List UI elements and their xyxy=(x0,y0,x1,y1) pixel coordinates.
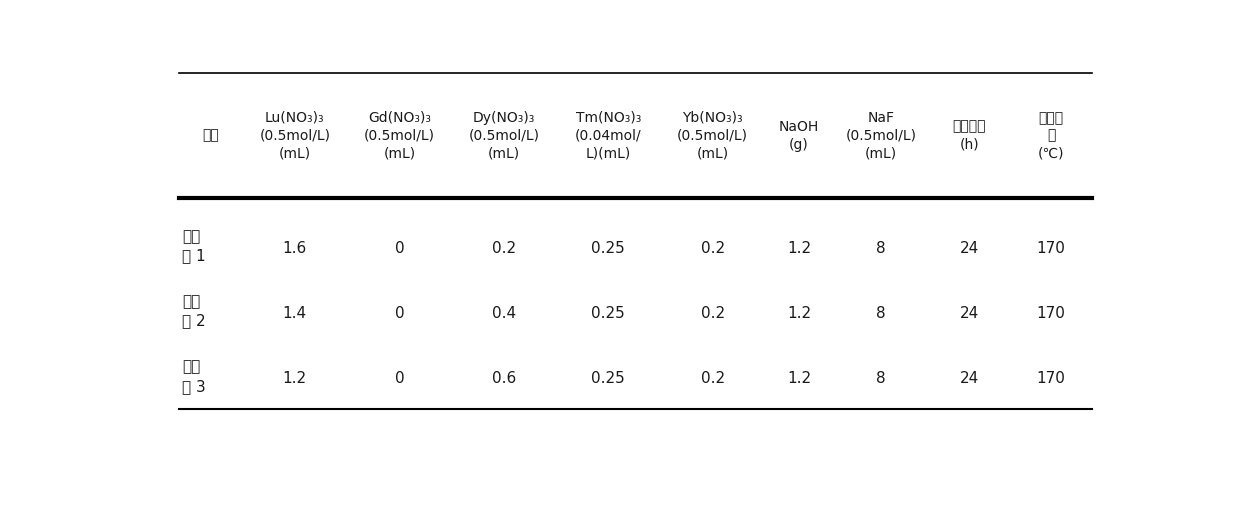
Text: 8: 8 xyxy=(875,241,885,255)
Text: Gd(NO₃)₃
(0.5mol/L)
(mL): Gd(NO₃)₃ (0.5mol/L) (mL) xyxy=(363,111,435,161)
Text: NaOH
(g): NaOH (g) xyxy=(779,120,820,151)
Text: 0.2: 0.2 xyxy=(701,371,724,386)
Text: 0.6: 0.6 xyxy=(491,371,516,386)
Text: 0.2: 0.2 xyxy=(492,241,516,255)
Text: 反应温
度
(℃): 反应温 度 (℃) xyxy=(1038,111,1064,161)
Text: 0.4: 0.4 xyxy=(492,306,516,321)
Text: 170: 170 xyxy=(1037,371,1065,386)
Text: 0.2: 0.2 xyxy=(701,241,724,255)
Text: Tm(NO₃)₃
(0.04mol/
L)(mL): Tm(NO₃)₃ (0.04mol/ L)(mL) xyxy=(575,111,641,161)
Text: 0: 0 xyxy=(394,371,404,386)
Text: 1.2: 1.2 xyxy=(787,306,811,321)
Text: 实施
例 1: 实施 例 1 xyxy=(182,229,206,263)
Text: 170: 170 xyxy=(1037,306,1065,321)
Text: Dy(NO₃)₃
(0.5mol/L)
(mL): Dy(NO₃)₃ (0.5mol/L) (mL) xyxy=(469,111,539,161)
Text: 0: 0 xyxy=(394,241,404,255)
Text: 0: 0 xyxy=(394,306,404,321)
Text: 24: 24 xyxy=(960,371,978,386)
Text: 170: 170 xyxy=(1037,241,1065,255)
Text: 24: 24 xyxy=(960,306,978,321)
Text: Lu(NO₃)₃
(0.5mol/L)
(mL): Lu(NO₃)₃ (0.5mol/L) (mL) xyxy=(259,111,330,161)
Text: 实施
例 3: 实施 例 3 xyxy=(182,360,206,393)
Text: 1.6: 1.6 xyxy=(283,241,308,255)
Text: Yb(NO₃)₃
(0.5mol/L)
(mL): Yb(NO₃)₃ (0.5mol/L) (mL) xyxy=(677,111,748,161)
Text: 样品: 样品 xyxy=(202,129,219,143)
Text: 0.25: 0.25 xyxy=(591,371,625,386)
Text: 8: 8 xyxy=(875,371,885,386)
Text: 反应时间
(h): 反应时间 (h) xyxy=(952,120,986,151)
Text: 24: 24 xyxy=(960,241,978,255)
Text: 0.25: 0.25 xyxy=(591,241,625,255)
Text: 0.2: 0.2 xyxy=(701,306,724,321)
Text: 1.2: 1.2 xyxy=(787,371,811,386)
Text: 1.2: 1.2 xyxy=(283,371,308,386)
Text: 实施
例 2: 实施 例 2 xyxy=(182,294,206,328)
Text: 1.4: 1.4 xyxy=(283,306,308,321)
Text: NaF
(0.5mol/L)
(mL): NaF (0.5mol/L) (mL) xyxy=(846,111,916,161)
Text: 1.2: 1.2 xyxy=(787,241,811,255)
Text: 8: 8 xyxy=(875,306,885,321)
Text: 0.25: 0.25 xyxy=(591,306,625,321)
